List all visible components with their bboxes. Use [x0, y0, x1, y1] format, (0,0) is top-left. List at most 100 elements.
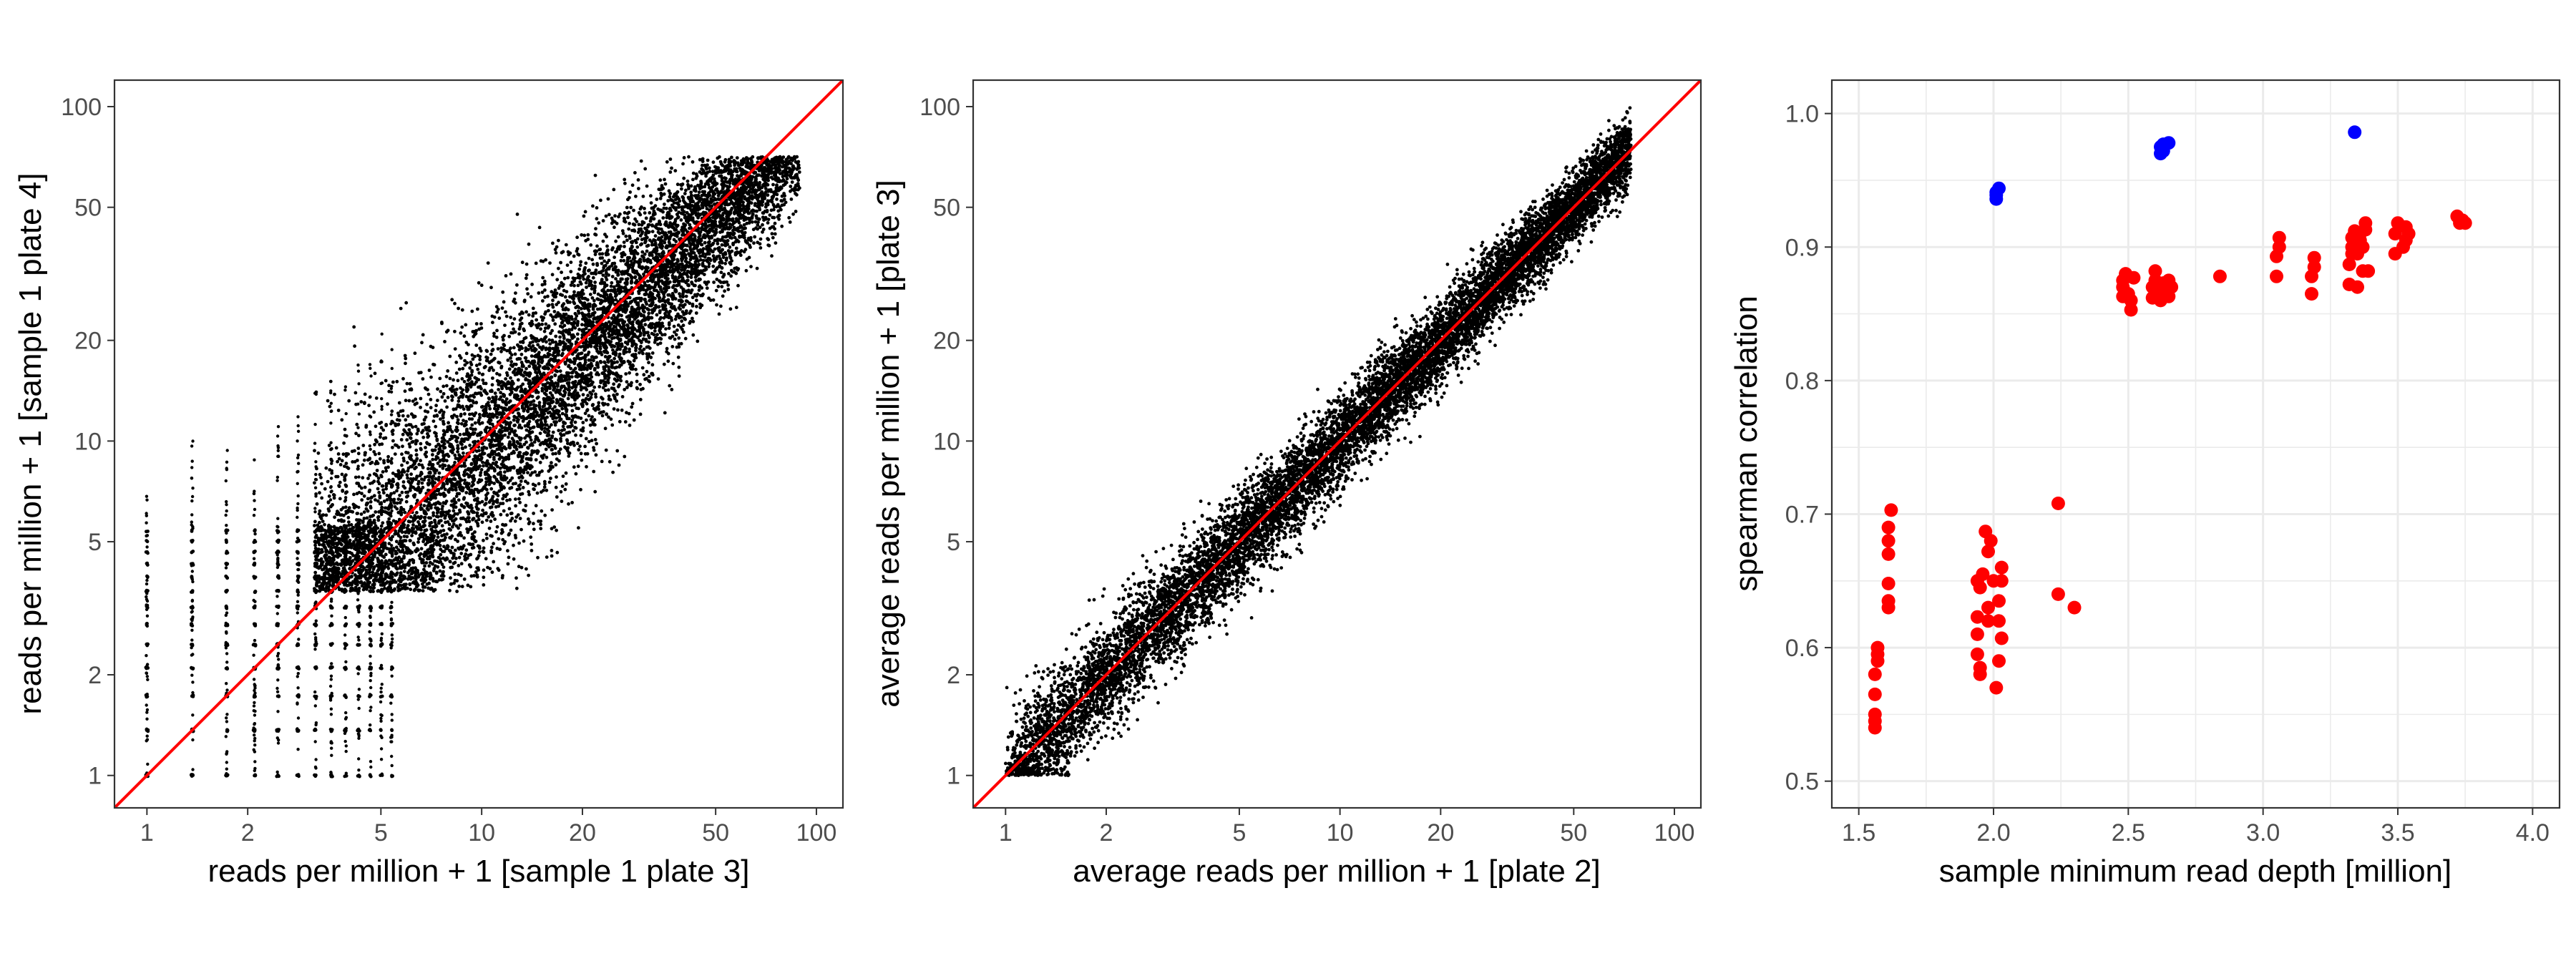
data-point: [441, 556, 445, 560]
data-point: [379, 644, 383, 648]
data-point: [572, 361, 577, 366]
data-point: [460, 585, 464, 589]
data-point: [516, 378, 520, 382]
data-point: [275, 690, 280, 693]
data-point: [253, 458, 256, 462]
data-point: [691, 316, 694, 321]
data-point: [797, 170, 801, 174]
data-point: [275, 736, 279, 740]
data-point: [381, 554, 384, 558]
data-point: [393, 532, 397, 536]
data-point: [296, 415, 300, 419]
data-point: [369, 639, 373, 643]
data-point: [542, 485, 547, 489]
data-point: [734, 306, 738, 310]
data-point: [628, 190, 632, 194]
data-point: [253, 507, 257, 512]
data-point: [504, 314, 509, 318]
data-point: [513, 519, 517, 523]
data-point: [145, 534, 148, 538]
data-point: [571, 429, 575, 433]
data-point: [560, 484, 565, 488]
data-point: [334, 446, 338, 450]
data-point: [663, 411, 667, 415]
data-point: [395, 489, 399, 493]
data-point: [711, 160, 716, 165]
data-point: [683, 336, 688, 341]
data-point: [686, 179, 690, 183]
data-point: [369, 447, 372, 452]
data-point: [296, 502, 300, 506]
data-point: [372, 494, 376, 498]
data-point: [361, 476, 365, 480]
data-point: [458, 508, 462, 512]
data-point: [406, 469, 410, 473]
data-point: [427, 369, 431, 372]
data-point: [600, 261, 604, 265]
data-point: [390, 735, 394, 739]
data-point: [534, 504, 538, 508]
data-point: [372, 410, 376, 414]
data-point: [530, 430, 535, 434]
data-point: [324, 550, 328, 554]
data-point: [329, 728, 333, 731]
data-point: [632, 358, 636, 363]
data-point: [723, 261, 728, 265]
data-point: [225, 531, 228, 535]
data-point: [326, 479, 330, 484]
data-point: [368, 570, 371, 575]
data-point: [744, 268, 748, 273]
data-point: [530, 549, 534, 552]
data-point: [672, 238, 676, 242]
data-point: [653, 204, 658, 208]
data-point: [275, 553, 279, 557]
data-point: [618, 383, 621, 387]
data-point: [296, 701, 299, 705]
data-point: [380, 381, 384, 385]
data-point: [357, 434, 361, 438]
data-point: [369, 671, 373, 675]
data-point: [369, 706, 373, 709]
data-point: [507, 533, 511, 537]
data-point: [389, 617, 394, 621]
data-point: [368, 518, 372, 522]
data-point: [525, 262, 529, 266]
data-point: [582, 214, 586, 218]
data-point: [635, 372, 639, 376]
data-point: [296, 575, 301, 579]
data-point: [680, 195, 685, 199]
data-point: [379, 583, 383, 587]
data-point: [379, 622, 383, 626]
data-point: [389, 701, 393, 705]
data-point: [436, 387, 439, 391]
data-point: [225, 550, 229, 554]
data-point: [452, 378, 455, 382]
data-point: [296, 600, 300, 603]
data-point: [357, 475, 361, 479]
data-point: [275, 475, 280, 479]
data-point: [344, 462, 348, 465]
data-point: [343, 478, 347, 482]
data-point: [225, 666, 229, 670]
data-point: [190, 477, 194, 480]
data-point: [493, 517, 497, 522]
data-point: [673, 169, 678, 173]
data-point: [390, 774, 394, 777]
data-point: [463, 412, 467, 416]
data-point: [314, 697, 318, 701]
data-point: [145, 708, 150, 712]
data-point: [580, 323, 584, 327]
data-point: [492, 356, 497, 361]
data-point: [648, 298, 651, 303]
data-point: [296, 716, 301, 720]
data-point: [591, 389, 595, 393]
data-point: [616, 235, 620, 239]
data-point: [362, 494, 366, 498]
data-point: [399, 438, 404, 441]
data-point: [369, 499, 373, 504]
data-point: [253, 532, 257, 536]
data-point: [390, 674, 394, 678]
data-point: [589, 430, 593, 434]
data-point: [476, 307, 479, 311]
data-point: [611, 348, 615, 352]
